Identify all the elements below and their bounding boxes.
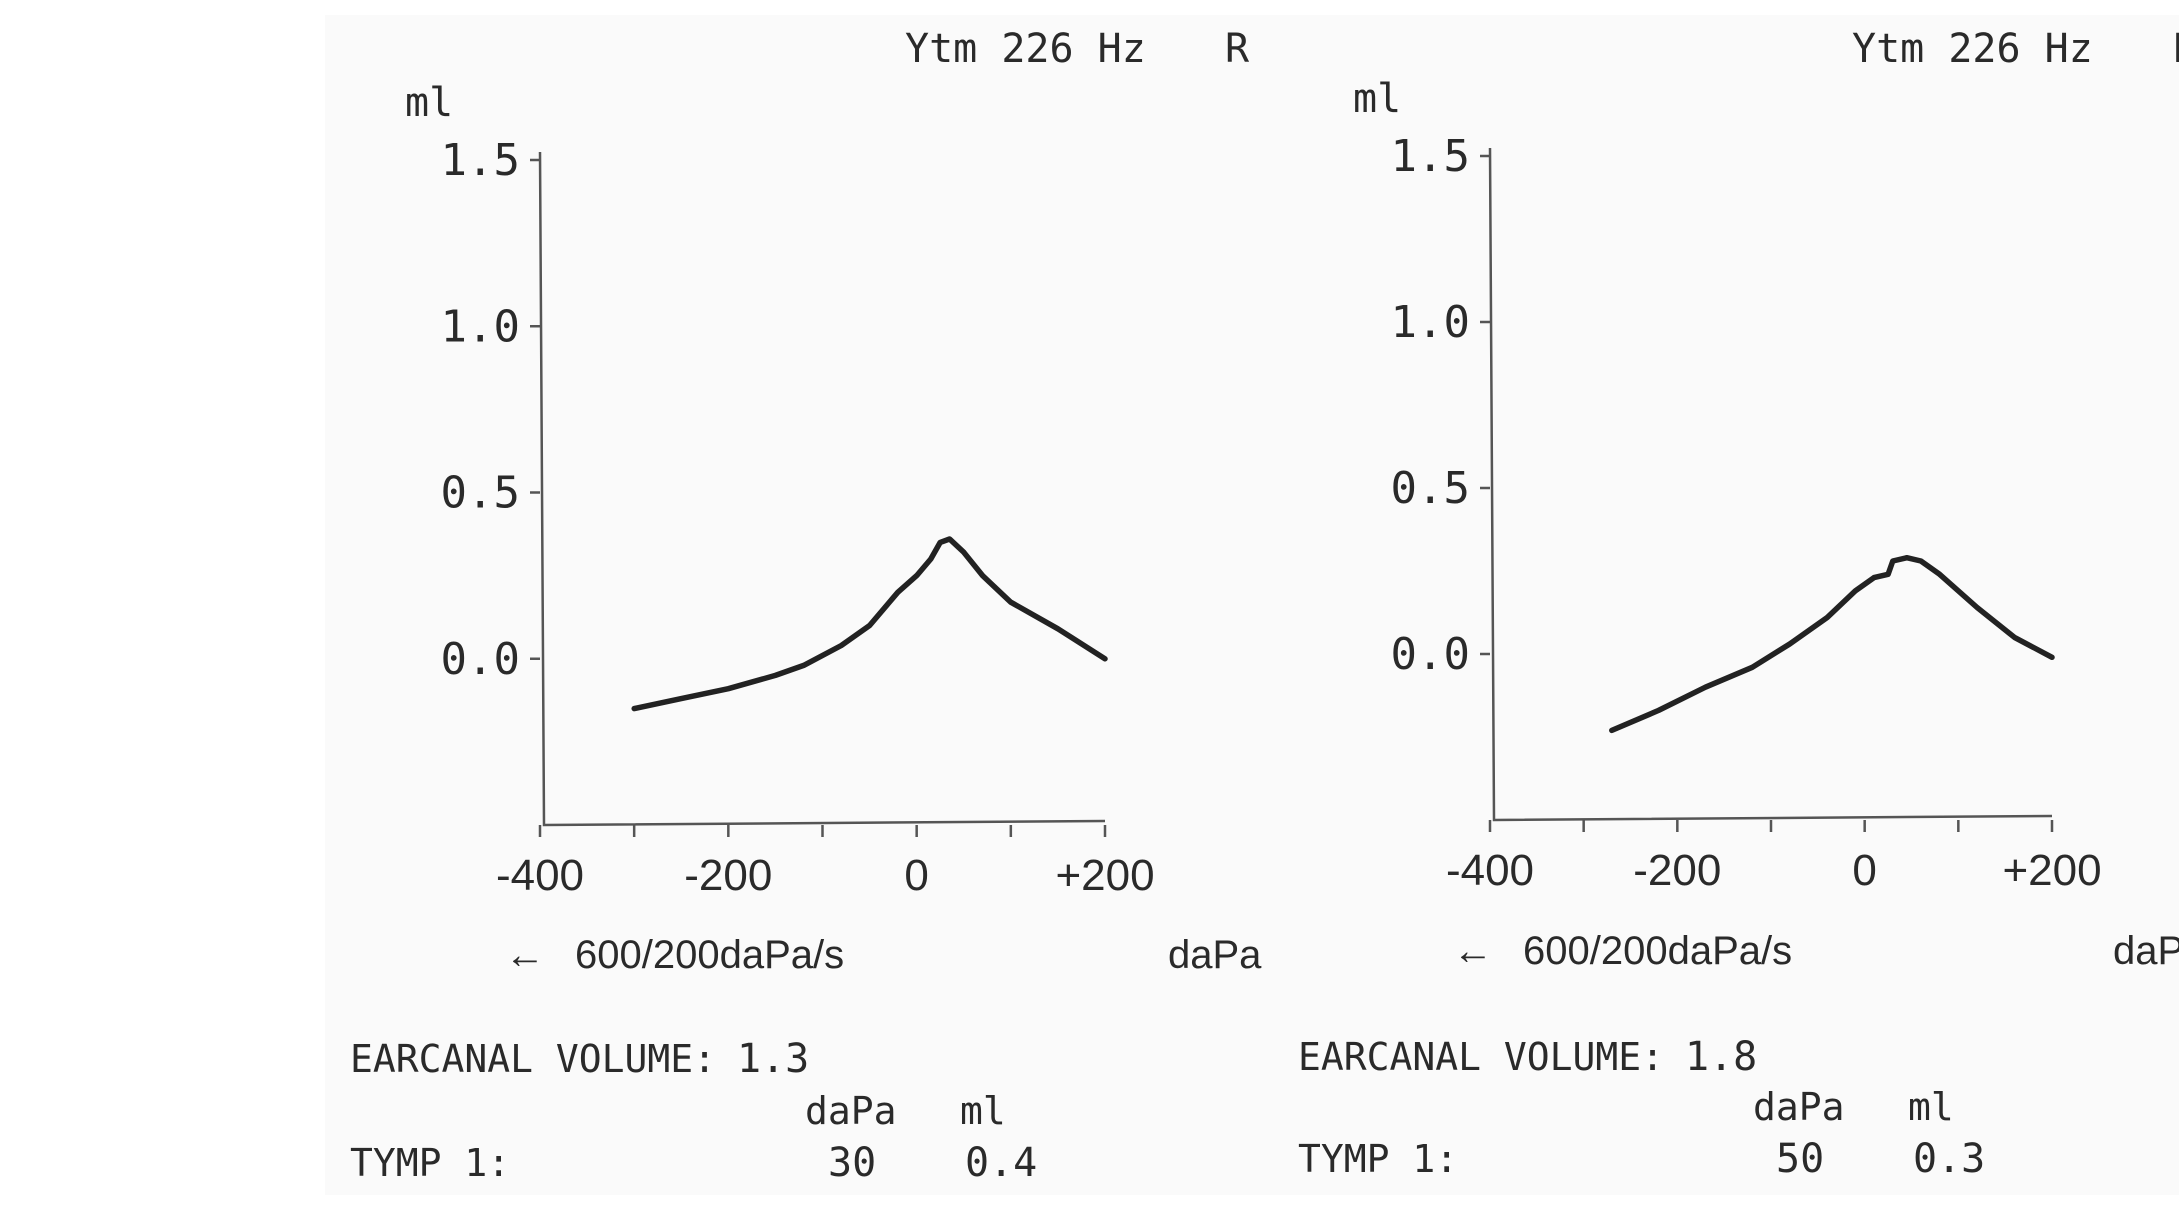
ear-label: R [1225,26,1250,72]
column-header-dapa: daPa [1753,1085,1845,1129]
tymp-label: TYMP 1: [350,1141,510,1185]
frequency-header: Ytm 226 Hz [905,26,1146,72]
y-unit-label: ml [1353,76,1401,122]
x-tick-label: 0 [1852,846,1876,895]
tympanogram-left-ear: Ytm 226 Hz L ml 0.0 0.5 1.0 1.5 -400 -200 0 +2… [1298,26,2179,1182]
plot-axes [1488,147,2053,822]
speed-arrow: ← [505,933,545,977]
right-paper-panel [1270,15,2179,1195]
speed-arrow: ← [1453,929,1493,973]
tymp-pressure-value: 50 [1776,1136,1824,1182]
y-tick-label: 0.5 [1391,463,1470,514]
ear-label: L [2172,26,2179,72]
y-tick-group: 0.0 0.5 1.0 1.5 [441,135,540,685]
earcanal-volume-label: EARCANAL VOLUME: [1298,1035,1664,1079]
frequency-header: Ytm 226 Hz [1852,26,2093,72]
column-header-ml: ml [960,1089,1006,1133]
x-tick-label: -400 [1446,846,1534,895]
compliance-curve [631,536,1108,712]
y-unit-label: ml [405,80,453,126]
tymp-pressure-value: 30 [828,1140,876,1186]
plot-axes [538,151,1106,827]
y-tick-group: 0.0 0.5 1.0 1.5 [1391,131,1490,680]
earcanal-volume-value: 1.8 [1685,1034,1757,1080]
speed-label: 600/200daPa/s [575,933,844,977]
speed-label: 600/200daPa/s [1523,929,1792,973]
left-paper-panel [325,15,1275,1195]
y-tick-label: 1.0 [1391,297,1470,348]
x-tick-label: -200 [684,851,772,900]
y-tick-label: 0.5 [441,468,520,519]
x-unit-label: daPa [1168,933,1262,977]
tymp-compliance-value: 0.3 [1913,1136,1985,1182]
x-tick-group: -400 -200 0 +200 [496,825,1155,900]
x-tick-label: -400 [496,851,584,900]
x-tick-label: 0 [904,851,928,900]
x-tick-label: +200 [1055,851,1154,900]
y-tick-label: 0.0 [1391,629,1470,680]
tymp-compliance-value: 0.4 [965,1140,1037,1186]
x-tick-group: -400 -200 0 +200 [1446,820,2102,895]
x-unit-label: daPa [2113,929,2179,973]
earcanal-volume-value: 1.3 [737,1036,809,1082]
x-tick-label: +200 [2002,846,2101,895]
tymp-label: TYMP 1: [1298,1137,1458,1181]
compliance-curve [1609,554,2055,734]
earcanal-volume-label: EARCANAL VOLUME: [350,1037,716,1081]
column-header-dapa: daPa [805,1089,897,1133]
y-tick-label: 1.5 [441,135,520,186]
y-tick-label: 1.5 [1391,131,1470,182]
y-tick-label: 0.0 [441,634,520,685]
tympanogram-right-ear: Ytm 226 Hz R ml 0.0 0.5 1.0 1.5 -400 -200 0 +2… [350,26,1262,1186]
y-tick-label: 1.0 [441,301,520,352]
x-tick-label: -200 [1633,846,1721,895]
column-header-ml: ml [1908,1085,1954,1129]
